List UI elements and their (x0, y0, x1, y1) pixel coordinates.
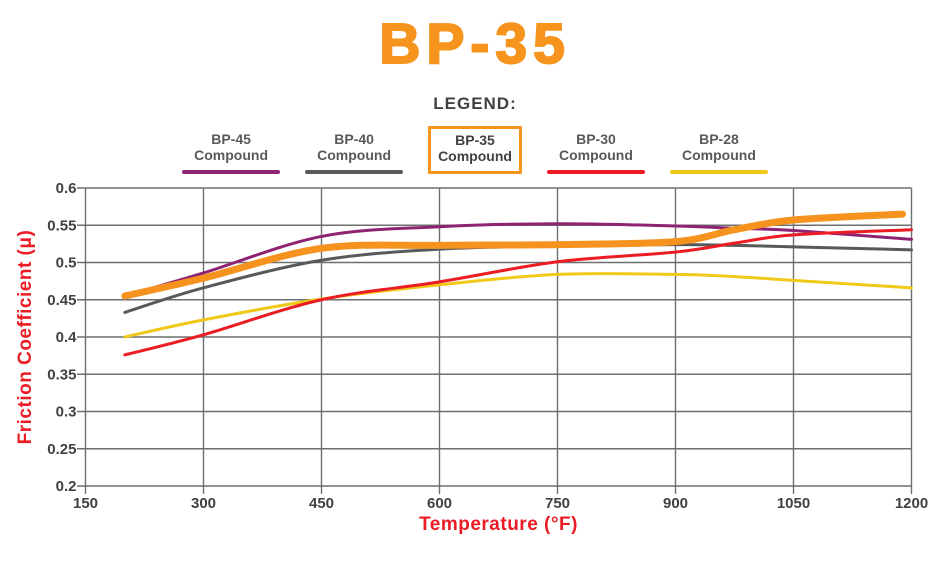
legend-item-bp-45: BP-45 Compound (182, 131, 281, 174)
legend-compound-code: BP-35 (455, 132, 495, 149)
series-line-bp-28-compound (123, 272, 913, 339)
x-tick-label: 300 (191, 495, 216, 512)
legend-item-bp-28: BP-28 Compound (669, 131, 768, 174)
y-tick-label: 0.6 (56, 180, 77, 197)
legend-item-bp-30: BP-30 Compound (546, 131, 645, 174)
legend-item-label: BP-45 Compound (194, 131, 268, 164)
series-line-bp-35-compound (121, 210, 906, 300)
series-line-bp-45-compound (123, 222, 913, 298)
x-tick-label: 1050 (777, 495, 810, 512)
legend-item-label: BP-30 Compound (559, 131, 633, 164)
legend-color-bar (669, 170, 768, 174)
x-tick-label: 750 (545, 495, 570, 512)
y-tick-label: 0.55 (47, 217, 76, 234)
y-tick-label: 0.45 (47, 292, 76, 309)
page-title: BP-35 (378, 12, 571, 76)
y-tick-label: 0.5 (56, 255, 77, 272)
y-tick-label: 0.35 (47, 366, 76, 383)
x-tick-label: 150 (73, 495, 98, 512)
y-tick-label: 0.3 (56, 404, 77, 421)
legend-item-bp-35-highlighted: BP-35 Compound (428, 126, 522, 174)
legend-compound-code: BP-40 (334, 131, 374, 148)
legend-compound-word: Compound (317, 147, 391, 164)
legend-compound-code: BP-28 (699, 131, 739, 148)
legend-color-bar (546, 170, 645, 174)
legend-item-bp-40: BP-40 Compound (305, 131, 404, 174)
legend: BP-45 Compound BP-40 Compound BP-35 Compoun… (0, 126, 950, 174)
legend-compound-word: Compound (438, 148, 512, 165)
legend-compound-word: Compound (194, 147, 268, 164)
legend-item-label: BP-40 Compound (317, 131, 391, 164)
x-tick-label: 450 (309, 495, 334, 512)
legend-color-bar (182, 170, 281, 174)
legend-compound-word: Compound (559, 147, 633, 164)
legend-color-bar (305, 170, 404, 174)
y-tick-label: 0.2 (56, 478, 77, 495)
y-tick-label: 0.25 (47, 441, 76, 458)
legend-compound-word: Compound (682, 147, 756, 164)
x-axis-title: Temperature (°F) (419, 514, 578, 535)
x-tick-label: 1200 (895, 495, 928, 512)
legend-item-label: BP-28 Compound (682, 131, 756, 164)
series-line-bp-30-compound (123, 228, 913, 357)
y-tick-label: 0.4 (56, 329, 78, 346)
legend-item-label: BP-35 Compound (438, 132, 512, 165)
x-tick-label: 900 (663, 495, 688, 512)
x-tick-label: 600 (427, 495, 452, 512)
legend-heading: LEGEND: (433, 94, 517, 113)
y-axis-title: Friction Coefficient (μ) (15, 229, 36, 445)
legend-compound-code: BP-30 (576, 131, 616, 148)
legend-compound-code: BP-45 (211, 131, 251, 148)
